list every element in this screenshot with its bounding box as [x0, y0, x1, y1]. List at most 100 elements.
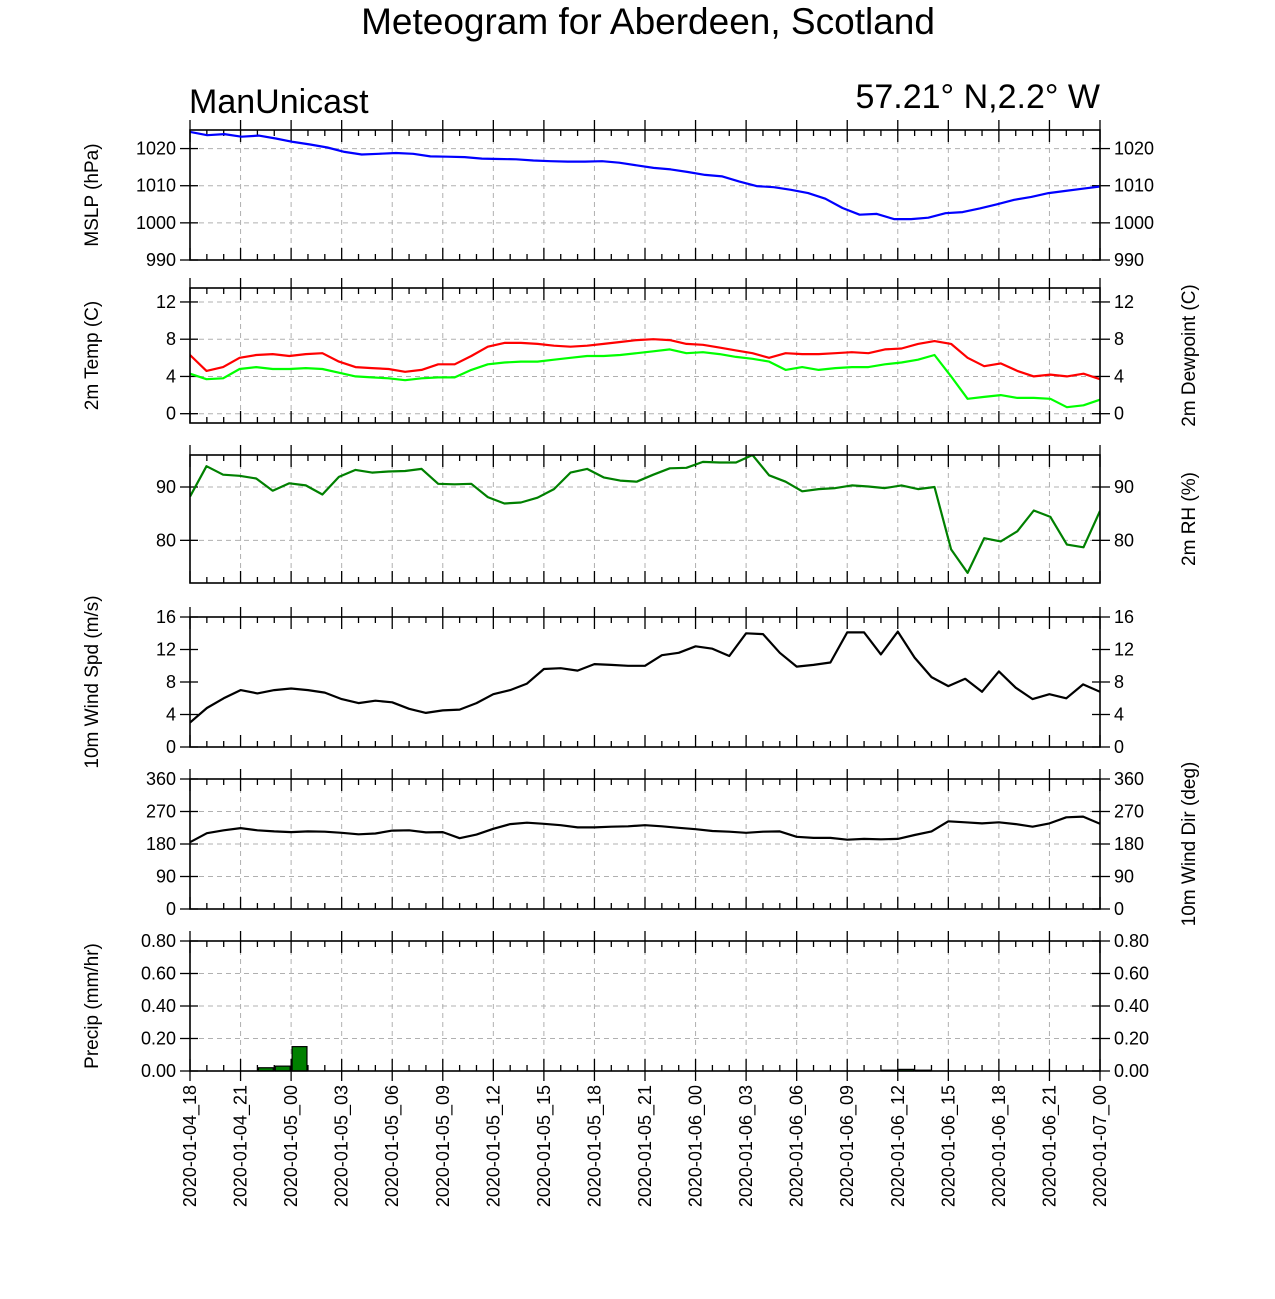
panel-2: 0 0 4 4 8 8 12 12 2m Temp (C) 2m Dewpoint (C)	[82, 278, 1200, 427]
y-tick-label-left: 4	[166, 705, 176, 725]
x-tick-label: 2020-01-05_21	[635, 1085, 656, 1207]
y-tick-label-left: 8	[166, 329, 176, 349]
panel-frame	[189, 129, 1101, 261]
y-tick-label-left: 270	[146, 802, 176, 822]
panel-4: 0 0 4 4 8 8 12 12 16 16 10m Wind Spd (m/s)	[82, 595, 1134, 768]
y-tick-label-right: 8	[1114, 672, 1124, 692]
y-tick-label-right: 1010	[1114, 176, 1154, 196]
x-tick-label: 2020-01-07_00	[1090, 1085, 1111, 1207]
y-axis-title-right: 10m Wind Dir (deg)	[1179, 762, 1200, 927]
y-tick-label-right: 0	[1114, 404, 1124, 424]
chart-title: Meteogram for Aberdeen, Scotland	[361, 1, 935, 42]
series-line-1	[190, 815, 1100, 844]
x-tick-label: 2020-01-06_18	[989, 1085, 1010, 1207]
x-tick-label: 2020-01-06_15	[938, 1085, 959, 1207]
series-line-1	[190, 130, 1100, 221]
y-tick-label-left: 1000	[136, 213, 176, 233]
chart-subtitle-right: 57.21° N,2.2° W	[855, 78, 1100, 116]
precip-bar	[291, 1046, 308, 1072]
chart-subtitle-left: ManUnicast	[189, 83, 369, 121]
y-axis-title-left: Precip (mm/hr)	[82, 943, 103, 1069]
x-tick-label: 2020-01-04_18	[180, 1085, 201, 1207]
y-tick-label-left: 0	[166, 737, 176, 757]
y-tick-label-right: 1000	[1114, 213, 1154, 233]
y-tick-label-left: 1010	[136, 176, 176, 196]
y-axis-title-left: 2m Temp (C)	[82, 301, 103, 410]
y-tick-label-right: 90	[1114, 867, 1134, 887]
y-tick-label-right: 90	[1114, 477, 1134, 497]
panel-frame	[189, 616, 1101, 748]
y-tick-label-left: 16	[156, 607, 176, 627]
y-tick-label-right: 0.20	[1114, 1029, 1149, 1049]
y-tick-label-left: 12	[156, 292, 176, 312]
y-tick-label-right: 0.60	[1114, 964, 1149, 984]
series-line-1	[190, 630, 1100, 724]
panel-frame	[189, 778, 1101, 910]
series-line-2	[190, 348, 1100, 409]
panel-1: 990 990 1000 1000 1010 1010 1020 1020 MSLP (hPa)	[82, 120, 1154, 270]
y-axis-title-right: 2m Dewpoint (C)	[1179, 284, 1200, 427]
y-tick-label-right: 12	[1114, 292, 1134, 312]
x-tick-label: 2020-01-06_03	[736, 1085, 757, 1207]
panel-3: 80 80 90 90 2m RH (%)	[156, 445, 1200, 584]
x-tick-label: 2020-01-05_03	[332, 1085, 353, 1207]
y-tick-label-left: 0	[166, 899, 176, 919]
y-tick-label-left: 0.00	[141, 1061, 176, 1081]
y-tick-label-right: 4	[1114, 366, 1124, 386]
y-tick-label-right: 1020	[1114, 139, 1154, 159]
y-tick-label-left: 990	[146, 250, 176, 270]
y-tick-label-left: 360	[146, 769, 176, 789]
y-tick-label-left: 180	[146, 834, 176, 854]
y-tick-label-right: 8	[1114, 329, 1124, 349]
x-tick-label: 2020-01-05_18	[584, 1085, 605, 1207]
y-tick-label-left: 1020	[136, 139, 176, 159]
y-tick-label-right: 0.80	[1114, 931, 1149, 951]
y-tick-label-left: 80	[156, 530, 176, 550]
x-tick-label: 2020-01-06_21	[1039, 1085, 1060, 1207]
y-tick-label-right: 0.40	[1114, 996, 1149, 1016]
series-line-1	[190, 455, 1100, 575]
panel-frame	[189, 454, 1101, 584]
y-tick-label-left: 8	[166, 672, 176, 692]
x-tick-label: 2020-01-06_00	[686, 1085, 707, 1207]
x-tick-label: 2020-01-05_09	[433, 1085, 454, 1207]
y-axis-title-left: MSLP (hPa)	[82, 143, 103, 246]
x-tick-label: 2020-01-06_12	[888, 1085, 909, 1207]
y-tick-label-right: 180	[1114, 834, 1144, 854]
y-tick-label-left: 4	[166, 366, 176, 386]
y-tick-label-left: 90	[156, 867, 176, 887]
y-tick-label-left: 0.20	[141, 1029, 176, 1049]
y-axis-title-left: 10m Wind Spd (m/s)	[82, 595, 103, 768]
y-tick-label-right: 12	[1114, 640, 1134, 660]
panel-frame	[189, 287, 1101, 424]
x-tick-label: 2020-01-06_06	[787, 1085, 808, 1207]
y-tick-label-left: 0	[166, 404, 176, 424]
panel-5: 0 0 90 90 180 180 270 270 360 360 10m Wind Dir (de…	[146, 762, 1200, 927]
series-line-1	[190, 338, 1100, 381]
y-tick-label-right: 0.00	[1114, 1061, 1149, 1081]
panel-6: 0.00 0.00 0.20 0.20 0.40 0.40 0.60 0.60 0.80 0.80…	[82, 931, 1149, 1081]
y-axis-title-right: 2m RH (%)	[1179, 472, 1200, 566]
y-tick-label-right: 360	[1114, 769, 1144, 789]
y-tick-label-right: 16	[1114, 607, 1134, 627]
x-tick-label: 2020-01-04_21	[231, 1085, 252, 1207]
y-tick-label-right: 270	[1114, 802, 1144, 822]
y-tick-label-right: 990	[1114, 250, 1144, 270]
x-tick-label: 2020-01-05_15	[534, 1085, 555, 1207]
x-tick-label: 2020-01-05_12	[483, 1085, 504, 1207]
y-tick-label-right: 4	[1114, 705, 1124, 725]
y-tick-label-left: 0.80	[141, 931, 176, 951]
x-tick-label: 2020-01-05_00	[281, 1085, 302, 1207]
y-tick-label-right: 0	[1114, 737, 1124, 757]
y-tick-label-left: 12	[156, 640, 176, 660]
y-tick-label-left: 0.40	[141, 996, 176, 1016]
panel-frame	[189, 940, 1101, 1072]
x-tick-label: 2020-01-05_06	[382, 1085, 403, 1207]
y-tick-label-right: 0	[1114, 899, 1124, 919]
x-tick-label: 2020-01-06_09	[837, 1085, 858, 1207]
y-tick-label-left: 0.60	[141, 964, 176, 984]
panels-group: 990 990 1000 1000 1010 1010 1020 1020 MSLP (hPa)…	[82, 120, 1200, 1207]
y-tick-label-left: 90	[156, 477, 176, 497]
y-tick-label-right: 80	[1114, 530, 1134, 550]
